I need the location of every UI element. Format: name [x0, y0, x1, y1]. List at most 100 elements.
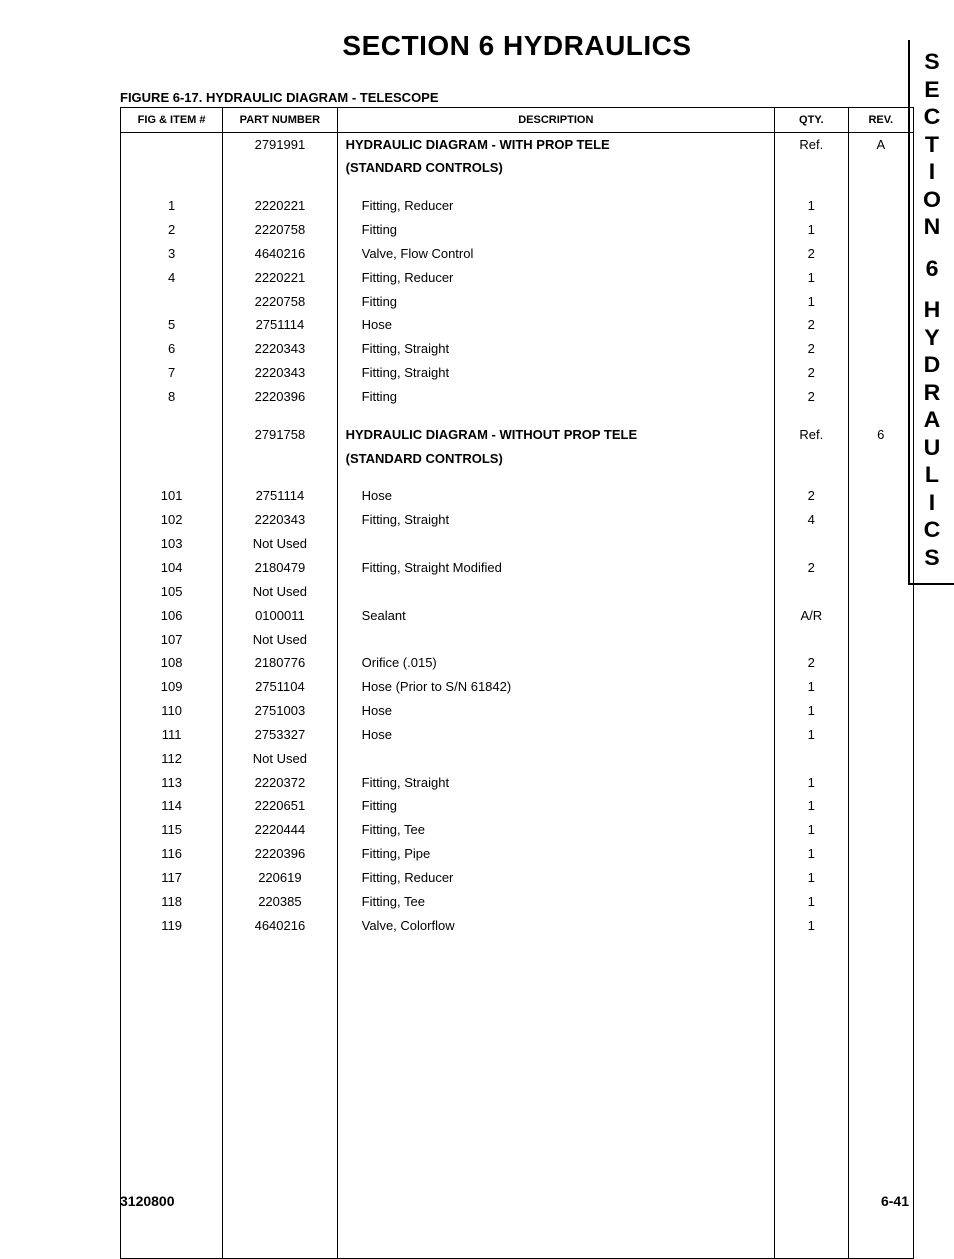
cell-qty: 1 — [775, 676, 849, 700]
cell-part: 2751104 — [223, 676, 337, 700]
cell-part: 2220758 — [223, 290, 337, 314]
cell-qty: 2 — [775, 338, 849, 362]
side-tab-char: I — [909, 489, 954, 517]
cell-fig: 1 — [121, 195, 223, 219]
cell-desc: Hose — [337, 723, 774, 747]
cell-desc: Fitting — [337, 219, 774, 243]
cell-qty — [775, 533, 849, 557]
side-tab-char: C — [909, 103, 954, 131]
table-row: 103Not Used — [121, 533, 914, 557]
cell-fig: 110 — [121, 700, 223, 724]
cell-rev — [848, 771, 913, 795]
table-row: 1194640216Valve, Colorflow1 — [121, 914, 914, 938]
cell-part: 220385 — [223, 890, 337, 914]
cell-fig: 102 — [121, 509, 223, 533]
cell-qty: 1 — [775, 795, 849, 819]
table-row: 1022220343Fitting, Straight4 — [121, 509, 914, 533]
cell-fig: 113 — [121, 771, 223, 795]
table-row: 2220758Fitting1 — [121, 290, 914, 314]
cell-desc: Fitting, Pipe — [337, 843, 774, 867]
cell-rev — [848, 557, 913, 581]
cell-part: 2220444 — [223, 819, 337, 843]
table-row: 118220385Fitting, Tee1 — [121, 890, 914, 914]
side-tab-char: N — [909, 213, 954, 241]
cell-part: 2751003 — [223, 700, 337, 724]
cell-fig — [121, 290, 223, 314]
side-tab-char: R — [909, 379, 954, 407]
cell-qty: 1 — [775, 890, 849, 914]
side-tab-char: T — [909, 131, 954, 159]
side-tab-char: S — [909, 48, 954, 76]
table-row: 62220343Fitting, Straight2 — [121, 338, 914, 362]
cell-part: 2180776 — [223, 652, 337, 676]
cell-qty: 4 — [775, 509, 849, 533]
cell-qty: 1 — [775, 914, 849, 938]
cell-fig: 114 — [121, 795, 223, 819]
cell-part: 2220221 — [223, 266, 337, 290]
side-tab-char: H — [909, 296, 954, 324]
page: SECTION 6 HYDRAULICS FIGURE 6-17. HYDRAU… — [0, 0, 954, 1235]
cell-part: 2220343 — [223, 509, 337, 533]
cell-rev — [848, 485, 913, 509]
side-tab-char: S — [909, 544, 954, 572]
table-row: 1042180479Fitting, Straight Modified2 — [121, 557, 914, 581]
table-row: 1162220396Fitting, Pipe1 — [121, 843, 914, 867]
cell-qty: Ref. — [775, 423, 849, 447]
cell-part: Not Used — [223, 580, 337, 604]
side-tab-char: L — [909, 461, 954, 489]
cell-fig: 107 — [121, 628, 223, 652]
cell-desc: Orifice (.015) — [337, 652, 774, 676]
table-row — [121, 471, 914, 485]
cell-part: 4640216 — [223, 242, 337, 266]
cell-rev — [848, 890, 913, 914]
cell-desc: Fitting, Reducer — [337, 195, 774, 219]
table-row: (STANDARD CONTROLS) — [121, 447, 914, 471]
cell-fig: 3 — [121, 242, 223, 266]
side-tab-char: Y — [909, 324, 954, 352]
cell-qty: Ref. — [775, 133, 849, 157]
cell-part — [223, 447, 337, 471]
cell-part: 2220372 — [223, 771, 337, 795]
cell-fig: 7 — [121, 362, 223, 386]
cell-part: 2220651 — [223, 795, 337, 819]
table-row: 1092751104Hose (Prior to S/N 61842)1 — [121, 676, 914, 700]
table-filler — [121, 938, 914, 1258]
table-row: 112Not Used — [121, 747, 914, 771]
cell-desc: Valve, Flow Control — [337, 242, 774, 266]
cell-part: 2220343 — [223, 338, 337, 362]
side-tab-char: D — [909, 351, 954, 379]
cell-rev — [848, 447, 913, 471]
cell-desc — [337, 533, 774, 557]
cell-rev — [848, 509, 913, 533]
table-row — [121, 181, 914, 195]
cell-rev — [848, 242, 913, 266]
cell-rev — [848, 362, 913, 386]
table-row: 1142220651Fitting1 — [121, 795, 914, 819]
cell-qty — [775, 747, 849, 771]
header-qty: Qty. — [775, 108, 849, 133]
cell-desc: Hose — [337, 314, 774, 338]
cell-rev — [848, 843, 913, 867]
table-header-row: Fig & Item # Part Number Description Qty… — [121, 108, 914, 133]
footer-right: 6-41 — [881, 1193, 909, 1209]
side-tab-char: A — [909, 406, 954, 434]
side-tab-char: 6 — [909, 255, 954, 283]
cell-fig: 106 — [121, 604, 223, 628]
cell-fig — [121, 447, 223, 471]
cell-fig: 101 — [121, 485, 223, 509]
cell-fig: 118 — [121, 890, 223, 914]
table-row: 52751114Hose2 — [121, 314, 914, 338]
cell-part: 2220221 — [223, 195, 337, 219]
cell-fig: 116 — [121, 843, 223, 867]
cell-desc: (STANDARD CONTROLS) — [337, 447, 774, 471]
cell-qty: 1 — [775, 866, 849, 890]
cell-rev — [848, 604, 913, 628]
cell-rev — [848, 866, 913, 890]
header-desc: Description — [337, 108, 774, 133]
cell-desc: Fitting — [337, 290, 774, 314]
cell-rev — [848, 652, 913, 676]
table-row: 1082180776Orifice (.015)2 — [121, 652, 914, 676]
cell-qty: 1 — [775, 771, 849, 795]
table-row: 1102751003Hose1 — [121, 700, 914, 724]
side-tab-char: I — [909, 158, 954, 186]
